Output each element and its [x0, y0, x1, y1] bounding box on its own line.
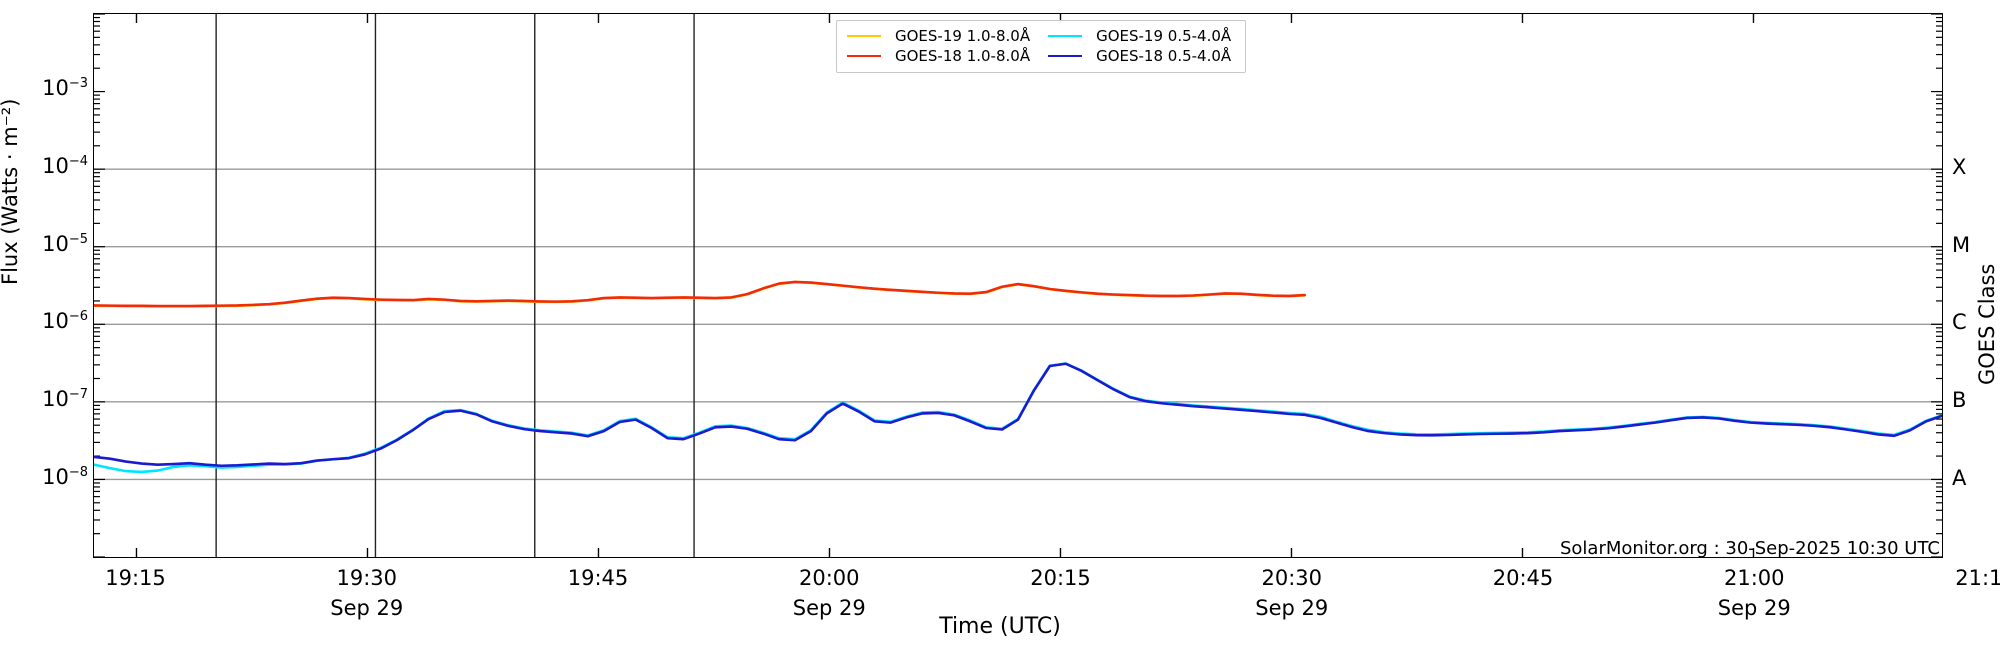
y-tick-label: 10−8	[42, 465, 88, 490]
y-tick-label: 10−4	[42, 153, 88, 178]
legend-swatch	[1048, 35, 1083, 37]
x-tick-time: 21:00	[1724, 566, 1785, 590]
x-tick-label: 21:15	[1906, 566, 2000, 590]
x-tick-time: 19:30	[336, 566, 398, 590]
x-tick-label: 19:30 Sep 29	[287, 566, 447, 620]
x-tick-label: 20:00 Sep 29	[749, 566, 909, 620]
x-tick-time: 19:45	[567, 566, 629, 590]
x-tick-time: 19:15	[105, 566, 166, 590]
x-tick-label: 20:45	[1443, 566, 1603, 590]
goes-class-label-x: X	[1952, 154, 1967, 179]
x-tick-label: 20:15	[981, 566, 1141, 590]
x-tick-time: 21:15	[1955, 566, 2000, 590]
y-tick-label: 10−5	[42, 231, 88, 256]
x-tick-label: 19:45	[518, 566, 678, 590]
legend-label: GOES-19 0.5-4.0Å	[1096, 27, 1232, 45]
x-tick-time: 20:45	[1492, 566, 1554, 590]
x-tick-time: 20:15	[1030, 566, 1091, 590]
y-tick-label: 10−7	[42, 387, 88, 412]
plot-area	[93, 13, 1943, 558]
x-tick-date: Sep 29	[1255, 596, 1329, 620]
legend-swatch	[847, 35, 881, 37]
x-tick-date: Sep 29	[1717, 596, 1791, 620]
legend-swatch	[1048, 55, 1083, 57]
y-axis-label: Flux (Watts · m⁻²)	[0, 98, 22, 285]
y-tick-label: 10−6	[42, 309, 88, 334]
goes-class-label-m: M	[1952, 232, 1971, 257]
x-tick-label: 20:30 Sep 29	[1212, 566, 1372, 620]
x-tick-date: Sep 29	[792, 596, 866, 620]
legend: GOES-19 1.0-8.0Å GOES-19 0.5-4.0Å GOES-18 …	[836, 20, 1247, 73]
series-line	[94, 280, 1307, 308]
y-tick-label: 10−3	[42, 75, 88, 100]
goes-class-label-c: C	[1952, 310, 1967, 335]
goes-class-label-b: B	[1952, 388, 1967, 413]
x-axis-label: Time (UTC)	[939, 614, 1061, 639]
x-tick-label: 21:00 Sep 29	[1674, 566, 1834, 620]
attribution-text: SolarMonitor.org : 30-Sep-2025 10:30 UTC	[1559, 538, 1940, 559]
legend-label: GOES-18 0.5-4.0Å	[1096, 47, 1232, 65]
x-tick-label: 19:15	[56, 566, 216, 590]
plot-svg	[94, 14, 1942, 557]
legend-swatch	[847, 55, 881, 57]
goes-class-label-a: A	[1952, 466, 1967, 491]
legend-label: GOES-18 1.0-8.0Å	[895, 47, 1031, 65]
x-tick-time: 20:30	[1261, 566, 1323, 590]
series-line	[94, 362, 1942, 468]
y-axis-label-right: GOES Class	[1975, 263, 1999, 385]
x-tick-date: Sep 29	[330, 596, 404, 620]
legend-label: GOES-19 1.0-8.0Å	[895, 27, 1031, 45]
x-tick-time: 20:00	[799, 566, 860, 590]
